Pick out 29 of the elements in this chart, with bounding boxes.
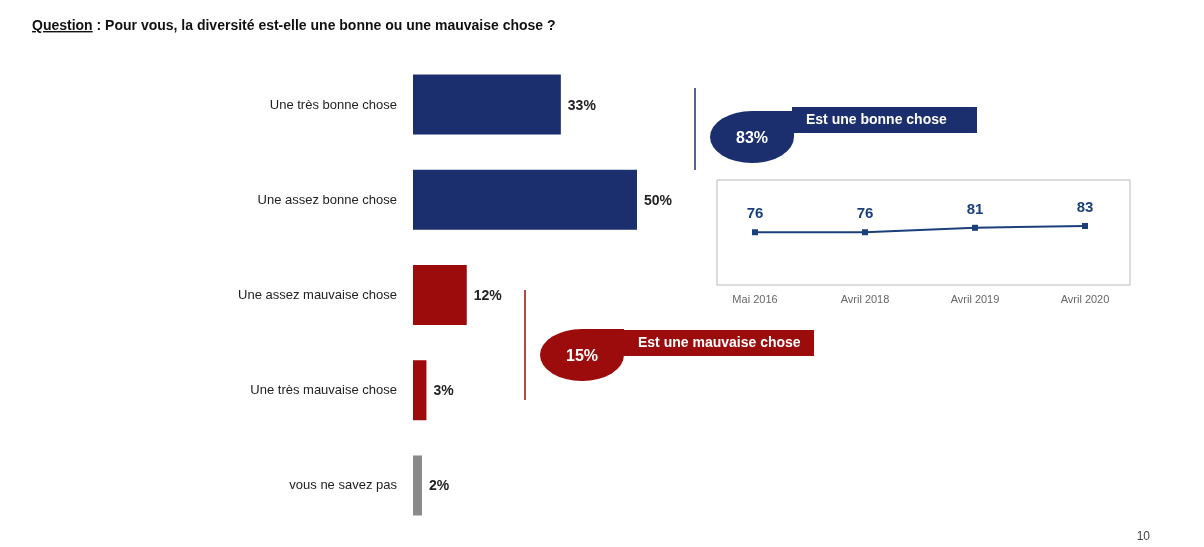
text: Est une mauvaise chose <box>638 334 801 350</box>
y-tick-label: vous ne savez pas <box>289 477 398 493</box>
bar <box>413 169 637 230</box>
text: Est une bonne chose <box>806 111 948 127</box>
data-label: 33% <box>567 96 597 113</box>
y-tick-label: Une très mauvaise chose <box>250 382 397 398</box>
x-tick-label: Mai 2016 <box>732 293 778 305</box>
data-label: 76 <box>746 204 764 222</box>
data-label: 12% <box>473 287 503 303</box>
y-tick-label: Une assez bonne chose <box>257 191 397 207</box>
data-label: 76 <box>856 204 874 222</box>
text: 10 <box>1136 529 1151 543</box>
x-tick-label: Avril 2020 <box>1060 293 1110 305</box>
data-label: 3% <box>433 382 455 399</box>
x-tick-label: Avril 2019 <box>950 293 1000 305</box>
data-label: 81 <box>966 199 984 217</box>
bar <box>413 74 561 135</box>
bar <box>413 265 467 325</box>
y-tick-label: Une très bonne chose <box>269 96 397 112</box>
x-tick-label: Avril 2018 <box>840 293 890 305</box>
text: Question : Pour vous, la diversité est-elle une bonne ou une mauvaise chose ? <box>32 17 556 33</box>
data-label: 2% <box>428 477 450 494</box>
bar <box>413 360 427 421</box>
data-label: 50% <box>644 191 673 208</box>
bar <box>413 455 422 516</box>
y-tick-label: Une assez mauvaise chose <box>238 287 397 302</box>
data-label: 83 <box>1076 198 1094 215</box>
annotation: 15% <box>565 347 599 364</box>
text: 83% <box>735 129 769 146</box>
